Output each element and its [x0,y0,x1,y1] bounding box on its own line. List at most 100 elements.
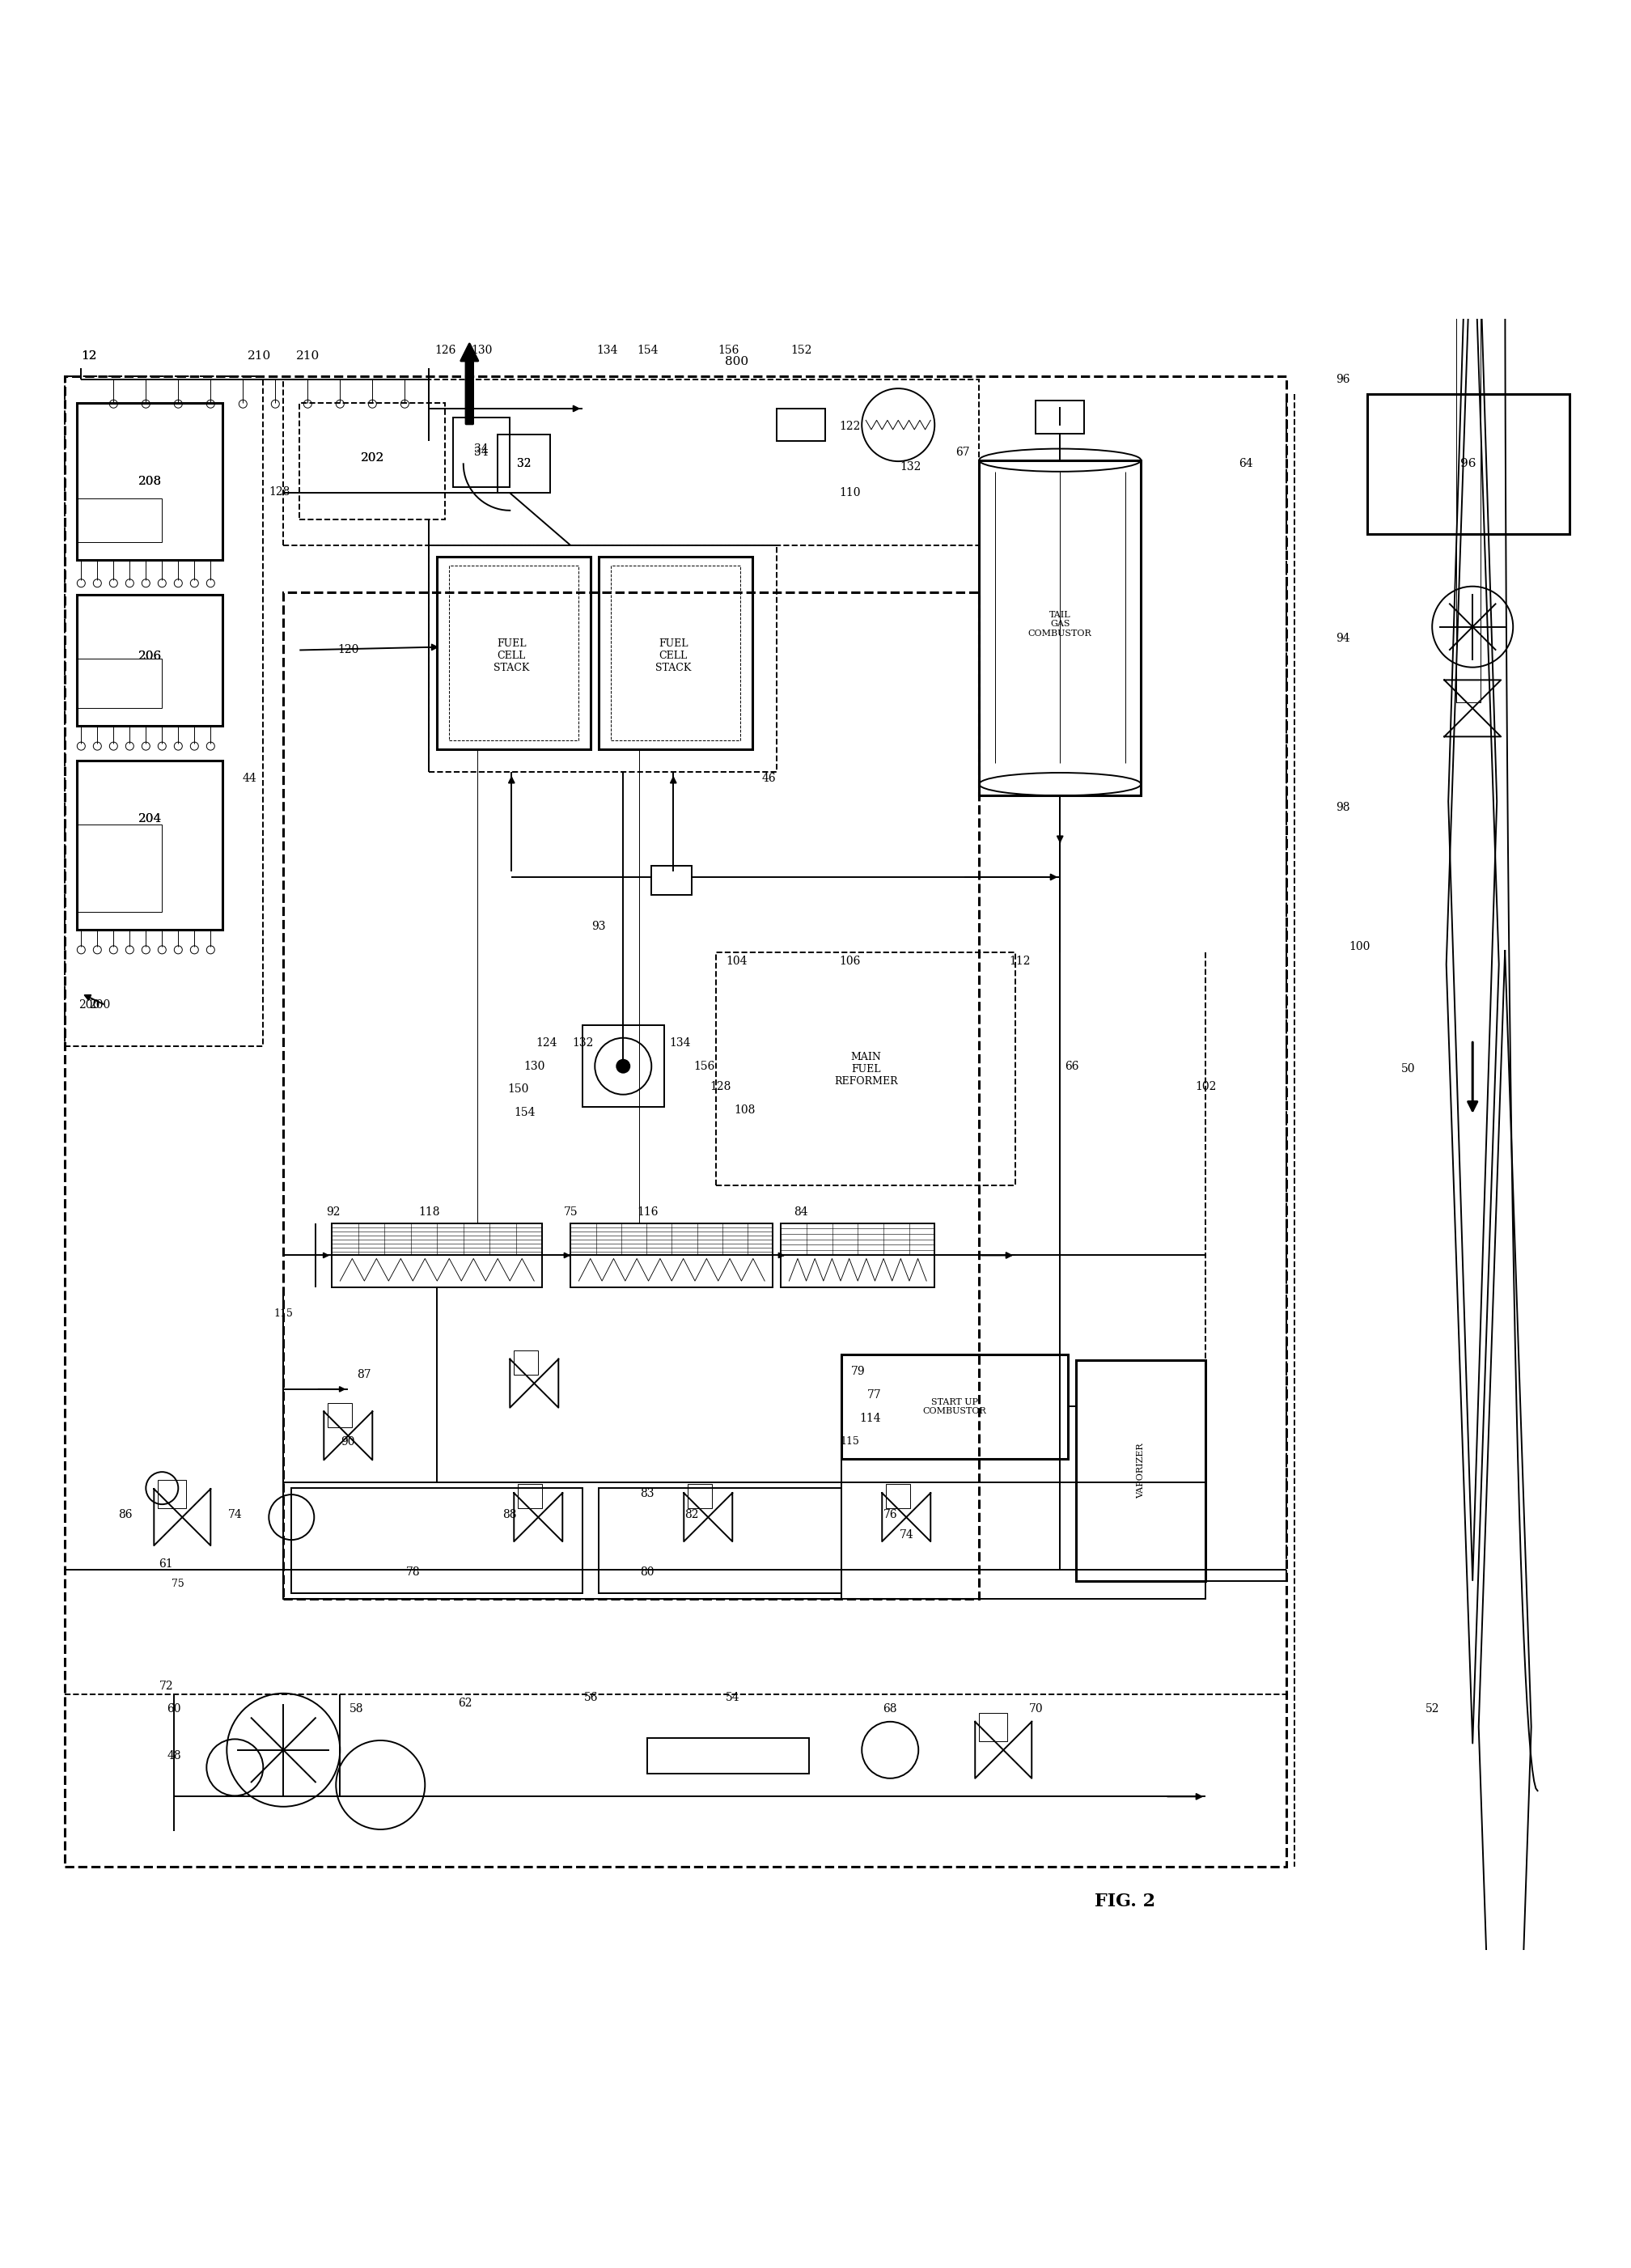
Bar [1076,1361,1205,1581]
Bar [1456,0,1481,703]
Bar [284,1483,1205,1599]
Text: 79: 79 [851,1365,864,1377]
Circle shape [617,1059,630,1073]
Text: 130: 130 [471,345,493,356]
Text: 210: 210 [295,352,320,363]
Text: 150: 150 [507,1084,528,1095]
Bar [648,1737,809,1774]
Text: 80: 80 [641,1567,654,1579]
Bar [651,866,692,894]
Text: 96: 96 [1336,374,1350,386]
Text: 154: 154 [636,345,659,356]
Bar [688,1483,713,1508]
Text: 67: 67 [956,447,970,458]
Text: VAPORIZER: VAPORIZER [1137,1442,1145,1499]
Text: 50: 50 [1401,1064,1416,1075]
Text: 56: 56 [584,1692,599,1703]
Text: 206: 206 [139,651,161,662]
Text: 87: 87 [357,1370,372,1381]
Bar [571,1222,773,1288]
Text: 72: 72 [158,1681,173,1692]
Bar [453,417,511,488]
Text: 154: 154 [514,1107,535,1118]
Text: 94: 94 [1336,633,1350,644]
Text: 12: 12 [82,352,96,363]
Text: 74: 74 [899,1529,913,1540]
Text: 200: 200 [90,1000,111,1012]
Text: 100: 100 [1349,941,1370,953]
Text: 102: 102 [1196,1082,1217,1093]
Bar [77,760,223,930]
Bar [65,376,263,1046]
Text: 202: 202 [360,451,385,463]
Bar [776,408,825,440]
Text: 78: 78 [406,1567,419,1579]
Bar [497,435,550,492]
Text: 98: 98 [1336,801,1350,812]
Text: 90: 90 [341,1436,356,1447]
Text: 46: 46 [762,773,776,785]
Bar [77,404,223,560]
Text: 115: 115 [274,1309,294,1318]
Text: 132: 132 [900,460,922,472]
Text: 12: 12 [82,352,96,363]
Text: 124: 124 [535,1036,558,1048]
Text: 58: 58 [349,1703,364,1715]
Bar [519,1483,541,1508]
Text: 200: 200 [78,1000,99,1012]
Bar [599,558,752,748]
Text: 800: 800 [724,356,749,367]
Text: 210: 210 [248,352,271,363]
Bar [716,953,1016,1186]
Text: START UP
COMBUSTOR: START UP COMBUSTOR [923,1397,987,1415]
Bar [328,1402,352,1427]
Text: 202: 202 [360,451,385,463]
Text: 130: 130 [524,1061,545,1073]
Bar [449,565,579,739]
Text: 66: 66 [1065,1061,1080,1073]
Text: 128: 128 [269,485,290,497]
Text: 54: 54 [726,1692,739,1703]
Text: 134: 134 [597,345,618,356]
Text: 74: 74 [228,1508,241,1520]
Text: 126: 126 [434,345,457,356]
Bar [514,1349,538,1374]
Text: 32: 32 [517,458,530,469]
Text: 108: 108 [734,1105,755,1116]
Text: 61: 61 [158,1558,173,1569]
Bar [842,1354,1068,1458]
Text: 88: 88 [502,1508,517,1520]
Text: 115: 115 [840,1436,860,1447]
Bar [300,404,445,519]
Text: 44: 44 [243,773,256,785]
Bar [77,826,161,912]
Text: 75: 75 [171,1579,184,1590]
Text: 134: 134 [669,1036,690,1048]
Text: 116: 116 [636,1207,659,1218]
Text: FIG. 2: FIG. 2 [1094,1892,1155,1910]
Text: 118: 118 [418,1207,440,1218]
Text: 34: 34 [475,447,489,458]
Text: 96: 96 [1461,458,1476,469]
Text: 34: 34 [475,445,489,456]
Text: 52: 52 [1425,1703,1439,1715]
Text: 122: 122 [838,420,861,431]
Bar [158,1481,186,1508]
Text: 112: 112 [1010,955,1031,966]
Text: 60: 60 [166,1703,181,1715]
Bar [284,592,979,1599]
Text: MAIN
FUEL
REFORMER: MAIN FUEL REFORMER [833,1052,897,1086]
Bar [65,376,1287,1867]
Text: 76: 76 [882,1508,897,1520]
Text: 204: 204 [139,814,161,826]
Bar [979,1712,1008,1742]
Bar [437,558,590,748]
Text: 83: 83 [641,1488,654,1499]
Text: 156: 156 [693,1061,714,1073]
Text: 132: 132 [572,1036,594,1048]
Text: 206: 206 [139,651,161,662]
Bar [612,565,740,739]
Text: 68: 68 [882,1703,897,1715]
Bar [333,1222,541,1288]
Text: 75: 75 [563,1207,577,1218]
